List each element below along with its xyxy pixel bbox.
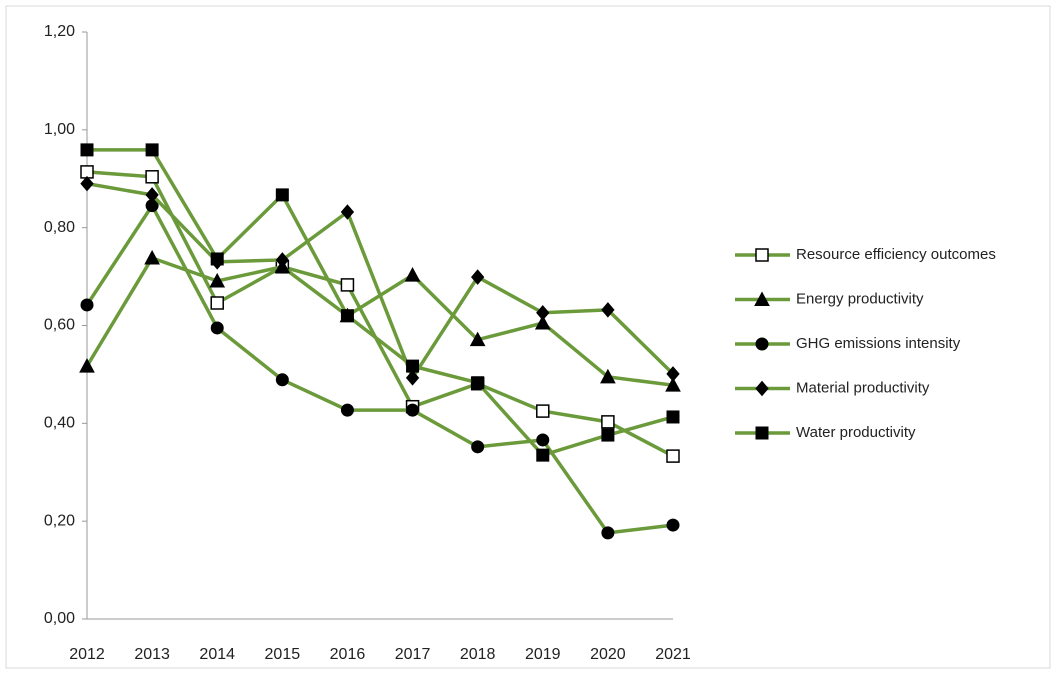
marker bbox=[469, 331, 486, 347]
marker bbox=[404, 267, 421, 282]
x-tick-label: 2021 bbox=[655, 646, 691, 663]
legend-marker bbox=[755, 426, 769, 440]
marker bbox=[536, 433, 550, 447]
marker bbox=[534, 314, 551, 330]
x-tick-label: 2017 bbox=[395, 646, 431, 663]
marker bbox=[275, 373, 289, 387]
marker bbox=[80, 175, 94, 192]
x-tick-label: 2020 bbox=[590, 646, 626, 663]
legend-label: Material productivity bbox=[796, 379, 930, 396]
marker bbox=[600, 368, 616, 384]
marker bbox=[145, 187, 159, 203]
marker bbox=[144, 249, 160, 265]
legend-marker bbox=[754, 291, 770, 306]
marker bbox=[80, 298, 94, 312]
legend-marker bbox=[755, 337, 769, 351]
marker bbox=[145, 143, 159, 157]
y-tick-label: 1,00 bbox=[44, 121, 75, 138]
marker bbox=[406, 359, 420, 373]
marker bbox=[80, 143, 94, 157]
marker bbox=[145, 170, 159, 184]
marker bbox=[210, 321, 224, 335]
marker bbox=[666, 366, 680, 382]
series-line bbox=[86, 170, 674, 458]
marker bbox=[340, 403, 354, 417]
legend-label: Energy productivity bbox=[796, 290, 924, 307]
marker bbox=[666, 410, 680, 424]
marker bbox=[601, 302, 615, 318]
legend-marker bbox=[755, 248, 769, 262]
marker bbox=[471, 376, 485, 390]
x-tick-label: 2018 bbox=[460, 646, 496, 663]
marker bbox=[601, 428, 615, 442]
legend-label: Resource efficiency outcomes bbox=[796, 246, 996, 263]
y-tick-label: 0,00 bbox=[44, 610, 75, 627]
marker bbox=[340, 309, 354, 323]
marker bbox=[665, 377, 681, 392]
marker bbox=[210, 252, 224, 266]
marker bbox=[536, 305, 550, 321]
x-tick-label: 2013 bbox=[134, 646, 170, 663]
y-tick-label: 0,60 bbox=[44, 317, 75, 334]
legend-marker bbox=[755, 380, 769, 397]
legend-label: GHG emissions intensity bbox=[796, 335, 961, 352]
y-tick-label: 0,20 bbox=[44, 512, 75, 529]
series-line bbox=[85, 202, 674, 535]
marker bbox=[471, 440, 485, 454]
y-tick-label: 0,80 bbox=[44, 219, 75, 236]
chart-frame bbox=[5, 5, 1051, 669]
x-tick-label: 2015 bbox=[265, 646, 301, 663]
marker bbox=[666, 449, 680, 463]
x-tick-label: 2012 bbox=[69, 646, 105, 663]
marker bbox=[209, 272, 226, 288]
marker bbox=[340, 278, 355, 292]
legend-label: Water productivity bbox=[796, 424, 916, 441]
series-line bbox=[87, 148, 674, 458]
y-tick-label: 1,20 bbox=[44, 23, 75, 40]
y-tick-label: 0,40 bbox=[44, 415, 75, 432]
marker bbox=[406, 403, 420, 417]
marker bbox=[666, 518, 680, 532]
marker bbox=[405, 370, 420, 386]
marker bbox=[536, 448, 550, 462]
x-tick-label: 2019 bbox=[525, 646, 561, 663]
x-tick-label: 2016 bbox=[330, 646, 366, 663]
marker bbox=[601, 415, 615, 429]
series-line bbox=[85, 255, 674, 387]
marker bbox=[275, 188, 289, 202]
marker bbox=[536, 404, 550, 418]
marker bbox=[79, 358, 95, 373]
series-line bbox=[86, 181, 675, 382]
marker bbox=[340, 204, 355, 220]
x-tick-label: 2014 bbox=[199, 646, 235, 663]
marker bbox=[601, 526, 615, 540]
marker bbox=[210, 296, 224, 310]
marker bbox=[275, 252, 289, 268]
marker bbox=[471, 269, 485, 285]
